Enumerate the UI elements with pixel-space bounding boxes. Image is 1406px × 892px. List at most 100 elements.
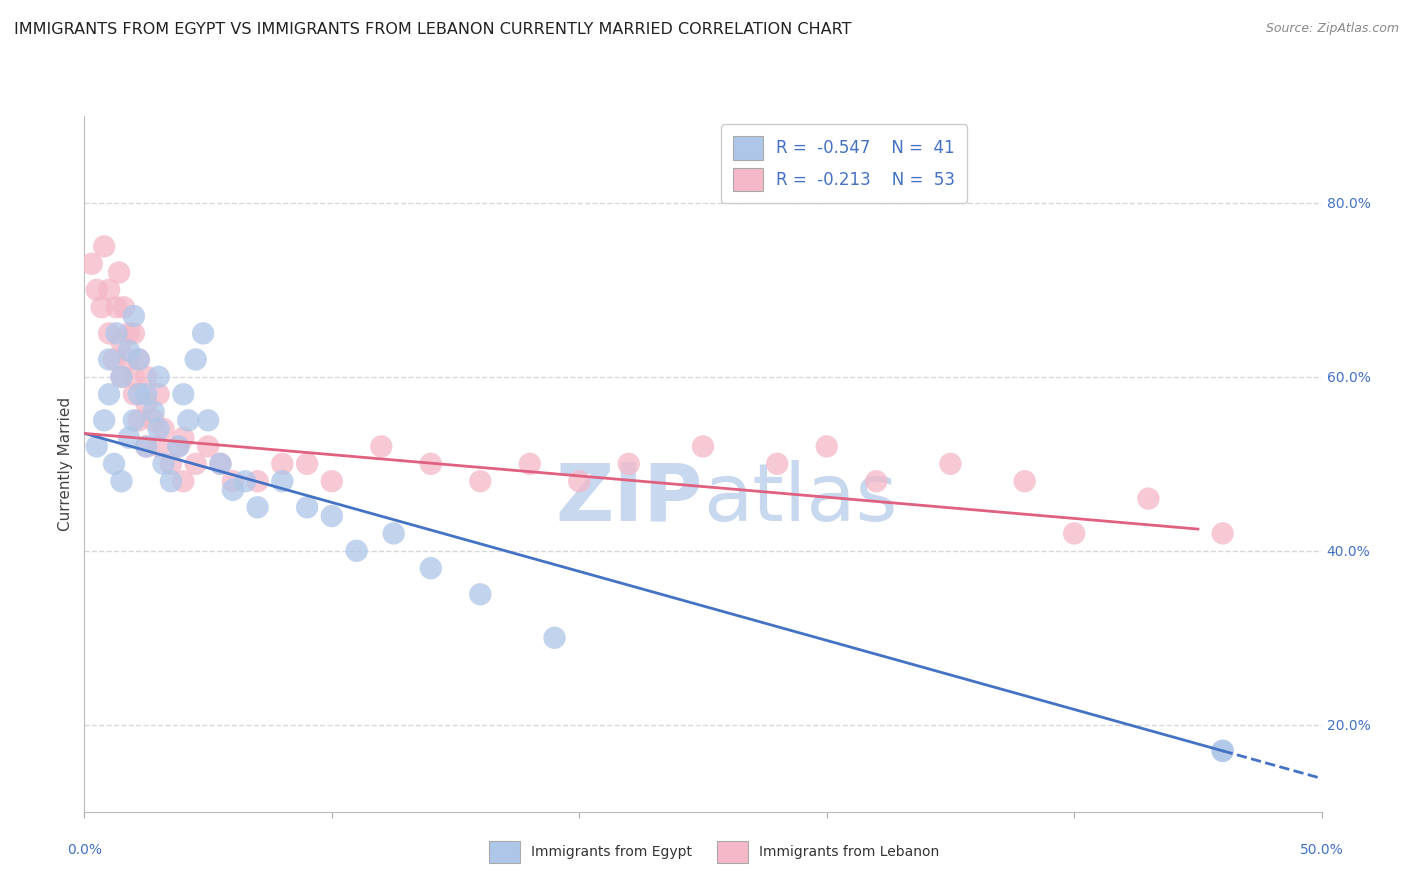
Point	[519, 457, 541, 471]
Point	[172, 475, 194, 489]
Point	[1212, 744, 1234, 758]
Point	[246, 500, 269, 515]
Point	[246, 475, 269, 489]
Point	[346, 543, 368, 558]
Point	[321, 508, 343, 523]
Point	[271, 457, 294, 471]
Point	[118, 343, 141, 358]
Point	[470, 587, 492, 601]
Point	[568, 475, 591, 489]
Point	[543, 631, 565, 645]
Point	[135, 440, 157, 453]
Point	[112, 300, 135, 314]
Point	[118, 352, 141, 367]
Legend: R =  -0.547    N =  41, R =  -0.213    N =  53: R = -0.547 N = 41, R = -0.213 N = 53	[721, 124, 967, 203]
Point	[295, 500, 318, 515]
Point	[128, 352, 150, 367]
Point	[1014, 475, 1036, 489]
Point	[135, 396, 157, 410]
Point	[167, 440, 190, 453]
Point	[122, 326, 145, 341]
Text: 0.0%: 0.0%	[67, 843, 101, 857]
Point	[152, 422, 174, 436]
Point	[122, 413, 145, 427]
Point	[98, 387, 121, 401]
Point	[110, 369, 132, 384]
Point	[148, 440, 170, 453]
Text: Source: ZipAtlas.com: Source: ZipAtlas.com	[1265, 22, 1399, 36]
Point	[692, 440, 714, 453]
Point	[98, 352, 121, 367]
Point	[184, 457, 207, 471]
Point	[98, 283, 121, 297]
Text: atlas: atlas	[703, 459, 897, 538]
Point	[103, 457, 125, 471]
Point	[93, 413, 115, 427]
Text: IMMIGRANTS FROM EGYPT VS IMMIGRANTS FROM LEBANON CURRENTLY MARRIED CORRELATION C: IMMIGRANTS FROM EGYPT VS IMMIGRANTS FROM…	[14, 22, 852, 37]
Point	[1212, 526, 1234, 541]
Point	[122, 309, 145, 323]
Point	[222, 483, 245, 497]
Point	[105, 300, 128, 314]
Point	[93, 239, 115, 253]
Point	[191, 326, 214, 341]
Point	[184, 352, 207, 367]
Point	[110, 475, 132, 489]
Point	[382, 526, 405, 541]
Point	[128, 413, 150, 427]
Point	[295, 457, 318, 471]
Point	[128, 387, 150, 401]
Point	[197, 413, 219, 427]
Point	[152, 457, 174, 471]
Point	[470, 475, 492, 489]
Point	[98, 326, 121, 341]
Point	[172, 431, 194, 445]
Point	[939, 457, 962, 471]
Text: 50.0%: 50.0%	[1299, 843, 1344, 857]
Point	[110, 369, 132, 384]
Point	[209, 457, 232, 471]
Point	[1063, 526, 1085, 541]
Point	[197, 440, 219, 453]
Point	[135, 369, 157, 384]
Y-axis label: Currently Married: Currently Married	[58, 397, 73, 531]
Point	[865, 475, 887, 489]
Point	[148, 387, 170, 401]
Point	[617, 457, 640, 471]
Point	[160, 475, 183, 489]
Point	[108, 266, 131, 280]
Point	[370, 440, 392, 453]
Point	[90, 300, 112, 314]
Point	[167, 440, 190, 453]
Point	[135, 387, 157, 401]
Point	[172, 387, 194, 401]
Point	[148, 422, 170, 436]
Point	[1212, 744, 1234, 758]
Point	[103, 352, 125, 367]
Point	[766, 457, 789, 471]
Point	[321, 475, 343, 489]
Point	[222, 475, 245, 489]
Point	[110, 334, 132, 349]
Text: Immigrants from Lebanon: Immigrants from Lebanon	[759, 846, 939, 859]
Point	[105, 326, 128, 341]
Point	[128, 352, 150, 367]
Point	[209, 457, 232, 471]
Point	[122, 387, 145, 401]
Point	[148, 369, 170, 384]
Point	[118, 326, 141, 341]
Point	[160, 457, 183, 471]
Point	[177, 413, 200, 427]
Point	[419, 457, 441, 471]
Point	[419, 561, 441, 575]
Point	[118, 431, 141, 445]
Point	[142, 413, 165, 427]
Point	[271, 475, 294, 489]
Point	[86, 283, 108, 297]
Text: Immigrants from Egypt: Immigrants from Egypt	[531, 846, 693, 859]
Point	[86, 440, 108, 453]
Point	[815, 440, 838, 453]
Point	[122, 369, 145, 384]
Point	[1137, 491, 1160, 506]
Point	[233, 475, 256, 489]
